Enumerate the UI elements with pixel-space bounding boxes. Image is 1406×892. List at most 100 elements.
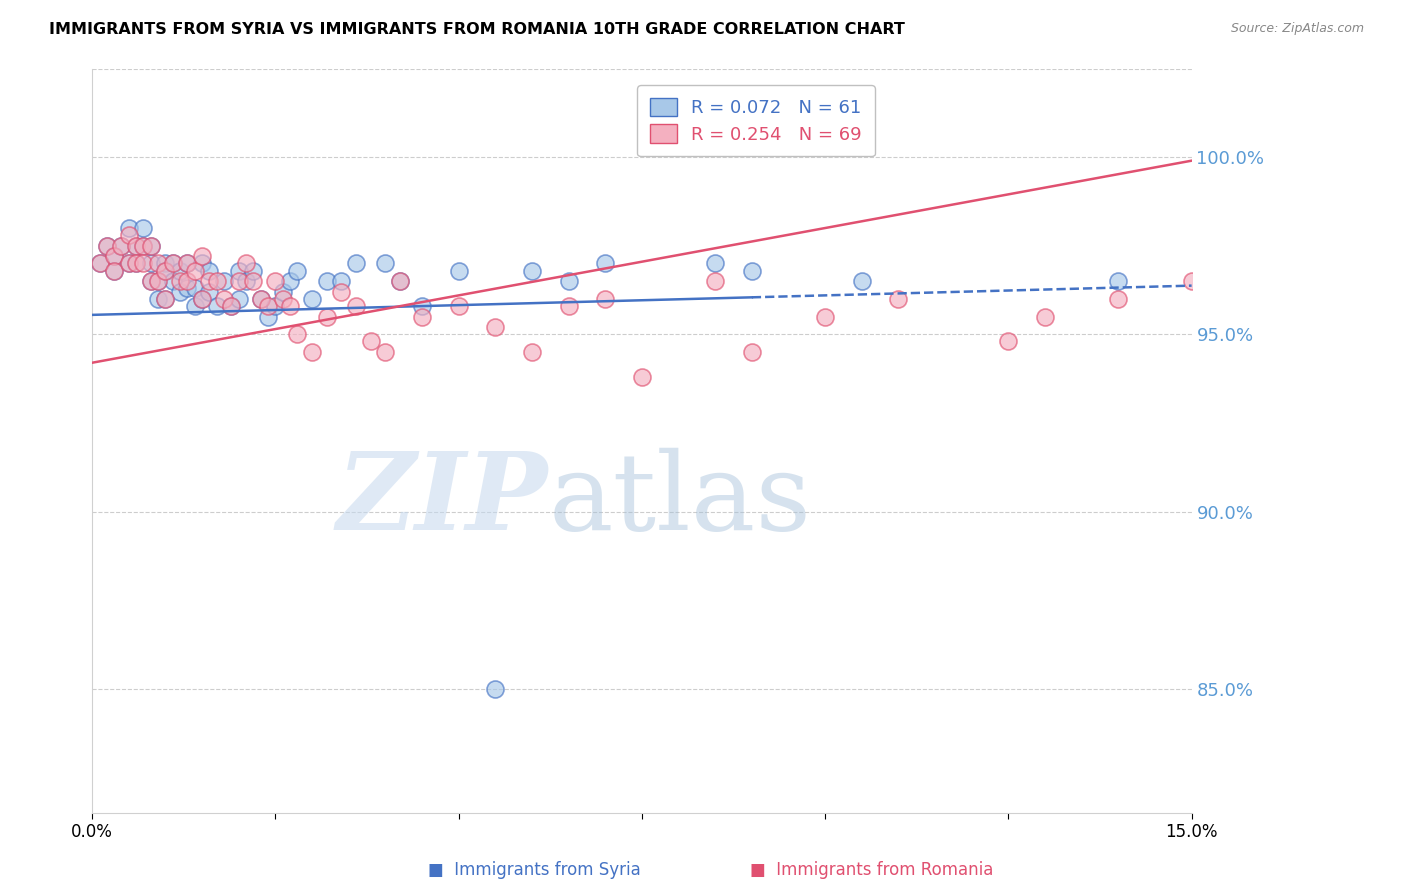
Point [1327, 239, 1350, 253]
Point [139, 239, 162, 253]
Point [1400, 203, 1406, 218]
Point [851, 274, 873, 288]
Point [146, 274, 169, 288]
Point [221, 299, 243, 313]
Point [1364, 310, 1386, 324]
Point [132, 256, 155, 270]
Point [447, 263, 470, 277]
Point [169, 285, 191, 299]
Point [741, 345, 763, 359]
Point [96, 239, 118, 253]
Point [89, 256, 111, 270]
Point [162, 256, 184, 270]
Point [315, 310, 337, 324]
Point [103, 263, 125, 277]
Point [155, 263, 177, 277]
Point [344, 256, 367, 270]
Text: IMMIGRANTS FROM SYRIA VS IMMIGRANTS FROM ROMANIA 10TH GRADE CORRELATION CHART: IMMIGRANTS FROM SYRIA VS IMMIGRANTS FROM… [49, 22, 905, 37]
Point [235, 256, 257, 270]
Point [125, 256, 148, 270]
Point [1218, 724, 1240, 739]
Point [301, 345, 323, 359]
Point [264, 299, 287, 313]
Point [242, 274, 264, 288]
Point [146, 256, 169, 270]
Point [184, 281, 207, 295]
Point [389, 274, 412, 288]
Point [741, 263, 763, 277]
Point [520, 345, 543, 359]
Point [1181, 274, 1204, 288]
Point [125, 239, 148, 253]
Point [271, 285, 294, 299]
Point [278, 274, 301, 288]
Legend: R = 0.072   N = 61, R = 0.254   N = 69: R = 0.072 N = 61, R = 0.254 N = 69 [637, 85, 875, 156]
Point [162, 256, 184, 270]
Point [198, 285, 221, 299]
Point [257, 310, 280, 324]
Point [1291, 345, 1313, 359]
Point [1107, 292, 1129, 306]
Point [191, 292, 214, 306]
Point [221, 299, 243, 313]
Point [169, 274, 191, 288]
Point [228, 274, 250, 288]
Point [411, 310, 433, 324]
Point [271, 292, 294, 306]
Point [631, 370, 654, 384]
Point [212, 274, 235, 288]
Point [198, 274, 221, 288]
Point [110, 239, 132, 253]
Point [169, 263, 191, 277]
Point [257, 299, 280, 313]
Point [704, 256, 727, 270]
Point [176, 281, 198, 295]
Point [155, 263, 177, 277]
Point [155, 256, 177, 270]
Point [103, 263, 125, 277]
Point [301, 292, 323, 306]
Point [1218, 274, 1240, 288]
Point [110, 239, 132, 253]
Point [103, 249, 125, 263]
Point [593, 256, 616, 270]
Point [814, 310, 837, 324]
Point [411, 299, 433, 313]
Point [155, 292, 177, 306]
Text: ZIP: ZIP [337, 447, 548, 553]
Text: ■  Immigrants from Syria: ■ Immigrants from Syria [427, 861, 641, 879]
Point [176, 256, 198, 270]
Point [176, 256, 198, 270]
Point [205, 299, 228, 313]
Point [176, 274, 198, 288]
Point [118, 256, 141, 270]
Point [205, 274, 228, 288]
Point [278, 299, 301, 313]
Point [132, 221, 155, 235]
Point [593, 292, 616, 306]
Point [520, 263, 543, 277]
Point [118, 256, 141, 270]
Point [484, 681, 506, 696]
Point [118, 221, 141, 235]
Text: atlas: atlas [548, 448, 811, 553]
Point [997, 334, 1019, 349]
Text: Source: ZipAtlas.com: Source: ZipAtlas.com [1230, 22, 1364, 36]
Point [330, 274, 353, 288]
Point [484, 320, 506, 334]
Point [447, 299, 470, 313]
Point [287, 263, 309, 277]
Point [228, 263, 250, 277]
Point [344, 299, 367, 313]
Point [125, 256, 148, 270]
Point [103, 249, 125, 263]
Text: ■  Immigrants from Romania: ■ Immigrants from Romania [749, 861, 994, 879]
Point [191, 292, 214, 306]
Point [191, 249, 214, 263]
Point [184, 263, 207, 277]
Point [287, 327, 309, 342]
Point [249, 292, 271, 306]
Point [212, 292, 235, 306]
Point [1033, 310, 1056, 324]
Point [132, 239, 155, 253]
